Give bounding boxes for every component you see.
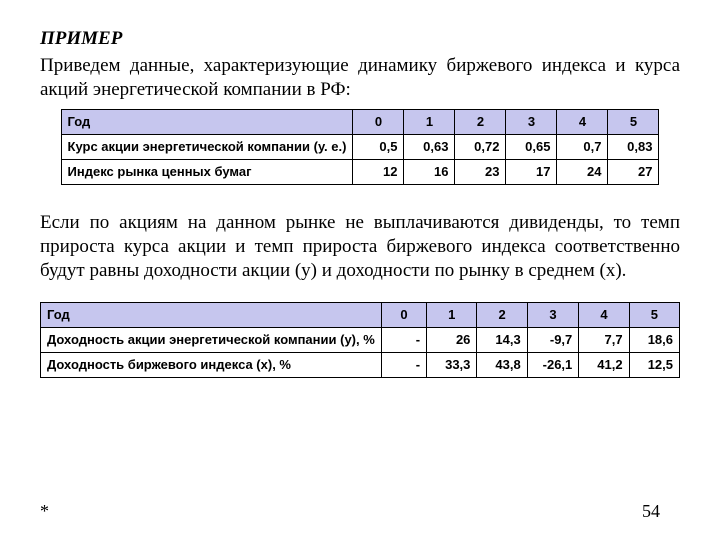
cell: 0,83 bbox=[608, 134, 659, 159]
cell: 43,8 bbox=[477, 352, 527, 377]
col-header: 0 bbox=[353, 109, 404, 134]
table-corner-header: Год bbox=[61, 109, 353, 134]
col-header: 2 bbox=[477, 302, 527, 327]
cell: 16 bbox=[404, 159, 455, 184]
table-prices: Год 0 1 2 3 4 5 Курс акции энергетическо… bbox=[61, 109, 660, 185]
col-header: 3 bbox=[506, 109, 557, 134]
cell: 0,63 bbox=[404, 134, 455, 159]
col-header: 0 bbox=[381, 302, 426, 327]
cell: 33,3 bbox=[427, 352, 477, 377]
row-label: Доходность акции энергетической компании… bbox=[41, 327, 382, 352]
cell: 26 bbox=[427, 327, 477, 352]
row-label: Индекс рынка ценных бумаг bbox=[61, 159, 353, 184]
col-header: 2 bbox=[455, 109, 506, 134]
col-header: 5 bbox=[629, 302, 679, 327]
cell: 23 bbox=[455, 159, 506, 184]
cell: 24 bbox=[557, 159, 608, 184]
footer-left-mark: * bbox=[40, 501, 49, 522]
cell: 17 bbox=[506, 159, 557, 184]
cell: 14,3 bbox=[477, 327, 527, 352]
cell: 0,7 bbox=[557, 134, 608, 159]
intro-paragraph: Приведем данные, характеризующие динамик… bbox=[40, 54, 680, 103]
table-row: Индекс рынка ценных бумаг 12 16 23 17 24… bbox=[61, 159, 659, 184]
cell: 7,7 bbox=[579, 327, 629, 352]
col-header: 3 bbox=[527, 302, 579, 327]
cell: 18,6 bbox=[629, 327, 679, 352]
col-header: 1 bbox=[427, 302, 477, 327]
col-header: 1 bbox=[404, 109, 455, 134]
cell: 41,2 bbox=[579, 352, 629, 377]
table-row: Доходность акции энергетической компании… bbox=[41, 327, 680, 352]
cell: - bbox=[381, 352, 426, 377]
cell: 0,65 bbox=[506, 134, 557, 159]
table-header-row: Год 0 1 2 3 4 5 bbox=[61, 109, 659, 134]
page: ПРИМЕР Приведем данные, характеризующие … bbox=[0, 0, 720, 540]
cell: 0,72 bbox=[455, 134, 506, 159]
col-header: 5 bbox=[608, 109, 659, 134]
table-row: Доходность биржевого индекса (x), % - 33… bbox=[41, 352, 680, 377]
table-header-row: Год 0 1 2 3 4 5 bbox=[41, 302, 680, 327]
cell: 0,5 bbox=[353, 134, 404, 159]
col-header: 4 bbox=[579, 302, 629, 327]
cell: 12,5 bbox=[629, 352, 679, 377]
cell: -26,1 bbox=[527, 352, 579, 377]
page-number: 54 bbox=[642, 501, 660, 522]
row-label: Доходность биржевого индекса (x), % bbox=[41, 352, 382, 377]
table-returns: Год 0 1 2 3 4 5 Доходность акции энергет… bbox=[40, 302, 680, 378]
col-header: 4 bbox=[557, 109, 608, 134]
cell: 12 bbox=[353, 159, 404, 184]
table-corner-header: Год bbox=[41, 302, 382, 327]
section-title: ПРИМЕР bbox=[40, 28, 680, 50]
row-label: Курс акции энергетической компании (у. е… bbox=[61, 134, 353, 159]
middle-paragraph: Если по акциям на данном рынке не выплач… bbox=[40, 211, 680, 284]
cell: -9,7 bbox=[527, 327, 579, 352]
cell: 27 bbox=[608, 159, 659, 184]
cell: - bbox=[381, 327, 426, 352]
table-row: Курс акции энергетической компании (у. е… bbox=[61, 134, 659, 159]
